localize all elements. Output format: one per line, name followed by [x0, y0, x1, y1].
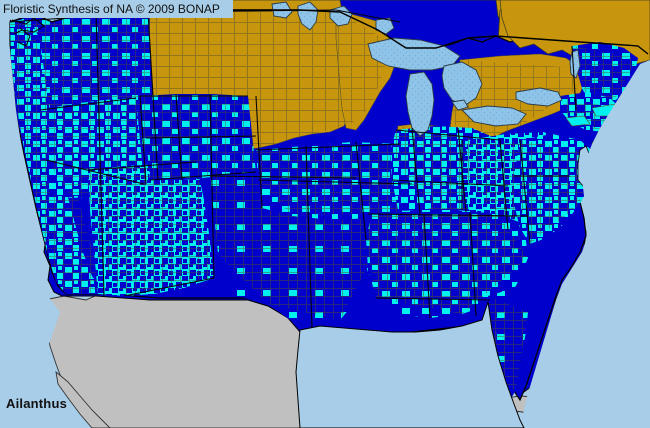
- counties-deep-south: [366, 210, 528, 318]
- atlantic-ocean: [522, 60, 650, 428]
- state-borders: [9, 9, 577, 329]
- lake-woods: [329, 5, 353, 27]
- counties-absent-upper-midwest: [335, 9, 397, 131]
- title-bar: Floristic Synthesis of NA © 2009 BONAP: [0, 0, 233, 18]
- counties-central-plains: [256, 142, 412, 220]
- lake-huron: [441, 61, 483, 107]
- region-baja: [55, 370, 111, 428]
- lake-stclair: [451, 99, 469, 111]
- counties-florida: [488, 290, 528, 400]
- coastal-details: [11, 17, 45, 47]
- great-lakes: [271, 1, 581, 137]
- pacific-ocean: [0, 0, 60, 428]
- counties-mid-atlantic: [514, 134, 596, 244]
- counties-southwest: [88, 162, 214, 296]
- lake-erie: [461, 105, 527, 127]
- lake-ontario: [515, 87, 563, 107]
- lake-michigan: [405, 71, 435, 137]
- gulf-of-mexico: [295, 301, 525, 428]
- lake-winnipeg: [297, 1, 319, 31]
- map-title: Floristic Synthesis of NA © 2009 BONAP: [3, 2, 220, 16]
- taxon-label: Ailanthus: [6, 396, 68, 411]
